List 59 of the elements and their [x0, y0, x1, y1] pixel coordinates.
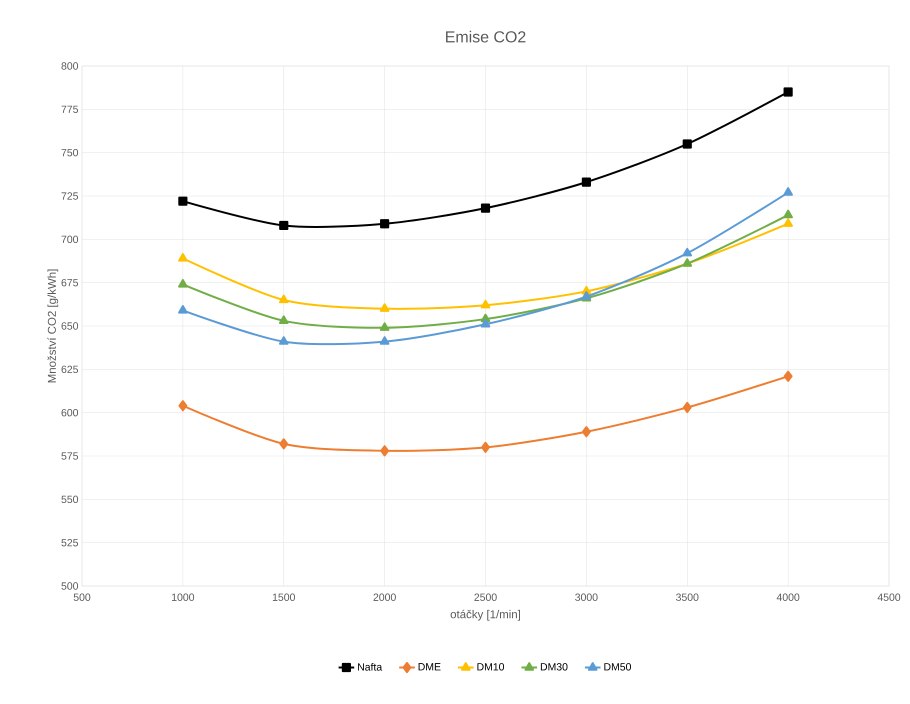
x-tick-label: 500	[74, 594, 90, 601]
y-tick-label: 525	[61, 538, 78, 546]
point	[480, 204, 490, 213]
x-tick-label: 3000	[575, 594, 598, 601]
y-tick-label: 625	[62, 366, 78, 374]
y-tick-label: 775	[62, 106, 78, 113]
y-tick-label: 600	[62, 408, 78, 416]
x-tick-label: 2000	[374, 594, 396, 601]
chart-title: Emise CO2	[446, 30, 526, 42]
point	[178, 196, 188, 206]
point	[480, 300, 490, 308]
point	[279, 220, 288, 230]
y-tick-label: 725	[62, 192, 78, 200]
y-tick-label: 750	[62, 148, 78, 156]
point	[783, 187, 793, 196]
point	[278, 315, 289, 324]
point	[380, 219, 390, 228]
y-axis-title: Množství CO2 [g/kWh]	[47, 270, 58, 382]
y-tick-label: 550	[61, 496, 78, 504]
y-tick-label: 650	[62, 322, 78, 330]
x-tick-label: 1500	[272, 594, 295, 601]
legend-label: DME	[418, 663, 441, 670]
point	[178, 279, 188, 288]
x-axis-title: otáčky [1/min]	[450, 610, 520, 621]
point	[783, 218, 793, 227]
x-tick-label: 4500	[878, 594, 900, 601]
x-tick-label: 1000	[172, 594, 194, 601]
y-tick-label: 675	[62, 278, 78, 286]
point	[682, 248, 692, 256]
point	[380, 322, 390, 331]
x-tick-label: 2500	[474, 594, 497, 601]
point	[582, 426, 591, 438]
point	[380, 336, 390, 345]
legend-label: DM10	[477, 663, 504, 671]
point	[178, 253, 188, 262]
point	[178, 305, 188, 314]
point	[784, 87, 793, 97]
point	[178, 400, 188, 412]
point	[279, 438, 288, 450]
point	[481, 442, 490, 453]
point	[380, 303, 390, 312]
point	[480, 318, 490, 328]
legend-label: DM50	[604, 663, 631, 671]
y-tick-label: 800	[61, 62, 78, 70]
point	[380, 445, 390, 456]
y-tick-label: 700	[62, 236, 78, 244]
point	[682, 402, 692, 414]
legend-label: Nafta	[358, 662, 382, 671]
point	[582, 178, 591, 187]
x-tick-label: 3500	[676, 594, 698, 601]
x-tick-label: 4000	[776, 594, 800, 601]
legend-label: DM30	[540, 663, 568, 671]
y-tick-label: 575	[61, 452, 78, 460]
point	[278, 336, 289, 345]
y-tick-label: 500	[61, 582, 78, 590]
point	[783, 210, 793, 218]
point	[682, 139, 692, 149]
point	[784, 370, 793, 382]
point	[278, 294, 289, 304]
